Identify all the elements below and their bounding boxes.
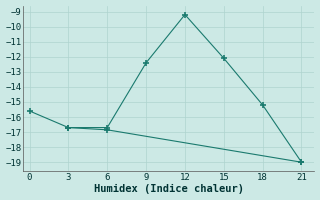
X-axis label: Humidex (Indice chaleur): Humidex (Indice chaleur) bbox=[94, 184, 244, 194]
